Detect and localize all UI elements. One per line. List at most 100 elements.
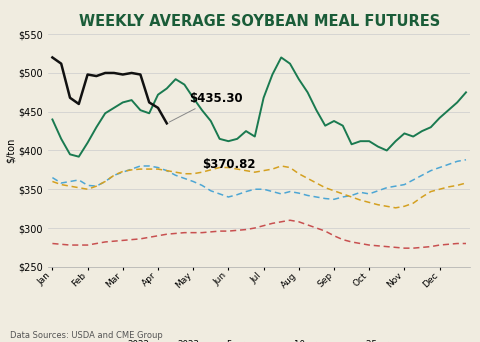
5-yr. avg.: [49, 175, 55, 180]
10-yr avg.: [120, 169, 126, 173]
5-yr. avg.: [146, 164, 152, 168]
2022: [146, 111, 152, 115]
25-yr. avg.: [437, 243, 443, 247]
2022: [305, 90, 311, 94]
2022: [384, 148, 390, 153]
10-yr avg.: [401, 204, 407, 208]
2022: [120, 100, 126, 104]
2022: [155, 93, 161, 97]
2022: [419, 129, 425, 133]
25-yr. avg.: [190, 231, 196, 235]
5-yr. avg.: [216, 192, 222, 196]
25-yr. avg.: [410, 246, 416, 250]
5-yr. avg.: [375, 189, 381, 193]
2022: [437, 116, 443, 120]
5-yr. avg.: [322, 197, 328, 201]
2022: [76, 155, 82, 159]
10-yr avg.: [393, 206, 398, 210]
2023: [59, 62, 64, 66]
5-yr. avg.: [199, 183, 205, 187]
2022: [331, 119, 337, 123]
5-yr. avg.: [67, 180, 73, 184]
10-yr avg.: [243, 169, 249, 173]
2022: [313, 108, 319, 112]
25-yr. avg.: [313, 226, 319, 230]
25-yr. avg.: [120, 238, 126, 242]
10-yr avg.: [199, 170, 205, 174]
25-yr. avg.: [269, 221, 275, 225]
2022: [190, 96, 196, 100]
5-yr. avg.: [428, 169, 433, 173]
2022: [410, 134, 416, 139]
Line: 25-yr. avg.: 25-yr. avg.: [52, 220, 466, 248]
2022: [322, 123, 328, 128]
5-yr. avg.: [261, 187, 266, 191]
25-yr. avg.: [94, 241, 99, 246]
25-yr. avg.: [287, 218, 293, 222]
2022: [226, 139, 231, 143]
2022: [216, 137, 222, 141]
5-yr. avg.: [120, 170, 126, 174]
2022: [181, 82, 187, 87]
5-yr. avg.: [94, 184, 99, 188]
10-yr avg.: [181, 172, 187, 176]
2022: [463, 90, 469, 94]
10-yr avg.: [313, 181, 319, 185]
25-yr. avg.: [366, 243, 372, 247]
2022: [358, 139, 363, 143]
10-yr avg.: [76, 186, 82, 190]
10-yr avg.: [375, 203, 381, 207]
25-yr. avg.: [146, 235, 152, 239]
10-yr avg.: [164, 169, 170, 173]
2023: [102, 71, 108, 75]
5-yr. avg.: [164, 169, 170, 173]
10-yr avg.: [111, 173, 117, 177]
Text: $435.30: $435.30: [169, 92, 242, 122]
10-yr avg.: [49, 180, 55, 184]
Y-axis label: $/ton: $/ton: [6, 138, 16, 163]
5-yr. avg.: [366, 192, 372, 196]
2023: [129, 71, 134, 75]
25-yr. avg.: [393, 245, 398, 249]
2022: [111, 106, 117, 110]
2022: [49, 117, 55, 121]
2022: [393, 139, 398, 143]
5-yr. avg.: [463, 158, 469, 162]
Text: Data Sources: USDA and CME Group: Data Sources: USDA and CME Group: [10, 331, 162, 340]
Line: 10-yr avg.: 10-yr avg.: [52, 166, 466, 208]
10-yr avg.: [437, 187, 443, 191]
5-yr. avg.: [296, 191, 301, 195]
2023: [146, 100, 152, 104]
2023: [120, 73, 126, 77]
2022: [340, 123, 346, 128]
Line: 2023: 2023: [52, 57, 167, 123]
2022: [445, 108, 451, 112]
25-yr. avg.: [173, 232, 179, 236]
2022: [296, 77, 301, 81]
5-yr. avg.: [243, 189, 249, 194]
5-yr. avg.: [393, 184, 398, 188]
2022: [454, 100, 460, 104]
5-yr. avg.: [59, 181, 64, 185]
25-yr. avg.: [102, 240, 108, 244]
2022: [94, 125, 99, 129]
10-yr avg.: [67, 184, 73, 188]
25-yr. avg.: [261, 224, 266, 228]
2023: [84, 73, 90, 77]
2022: [84, 141, 90, 145]
10-yr avg.: [366, 200, 372, 205]
10-yr avg.: [146, 167, 152, 171]
5-yr. avg.: [348, 193, 354, 197]
10-yr avg.: [454, 183, 460, 187]
10-yr avg.: [84, 187, 90, 191]
5-yr. avg.: [226, 195, 231, 199]
Text: $370.82: $370.82: [202, 158, 255, 171]
2022: [164, 87, 170, 91]
10-yr avg.: [226, 166, 231, 170]
5-yr. avg.: [208, 189, 214, 193]
2023: [155, 106, 161, 110]
2022: [67, 152, 73, 156]
10-yr avg.: [190, 172, 196, 176]
2022: [428, 125, 433, 129]
25-yr. avg.: [49, 241, 55, 246]
